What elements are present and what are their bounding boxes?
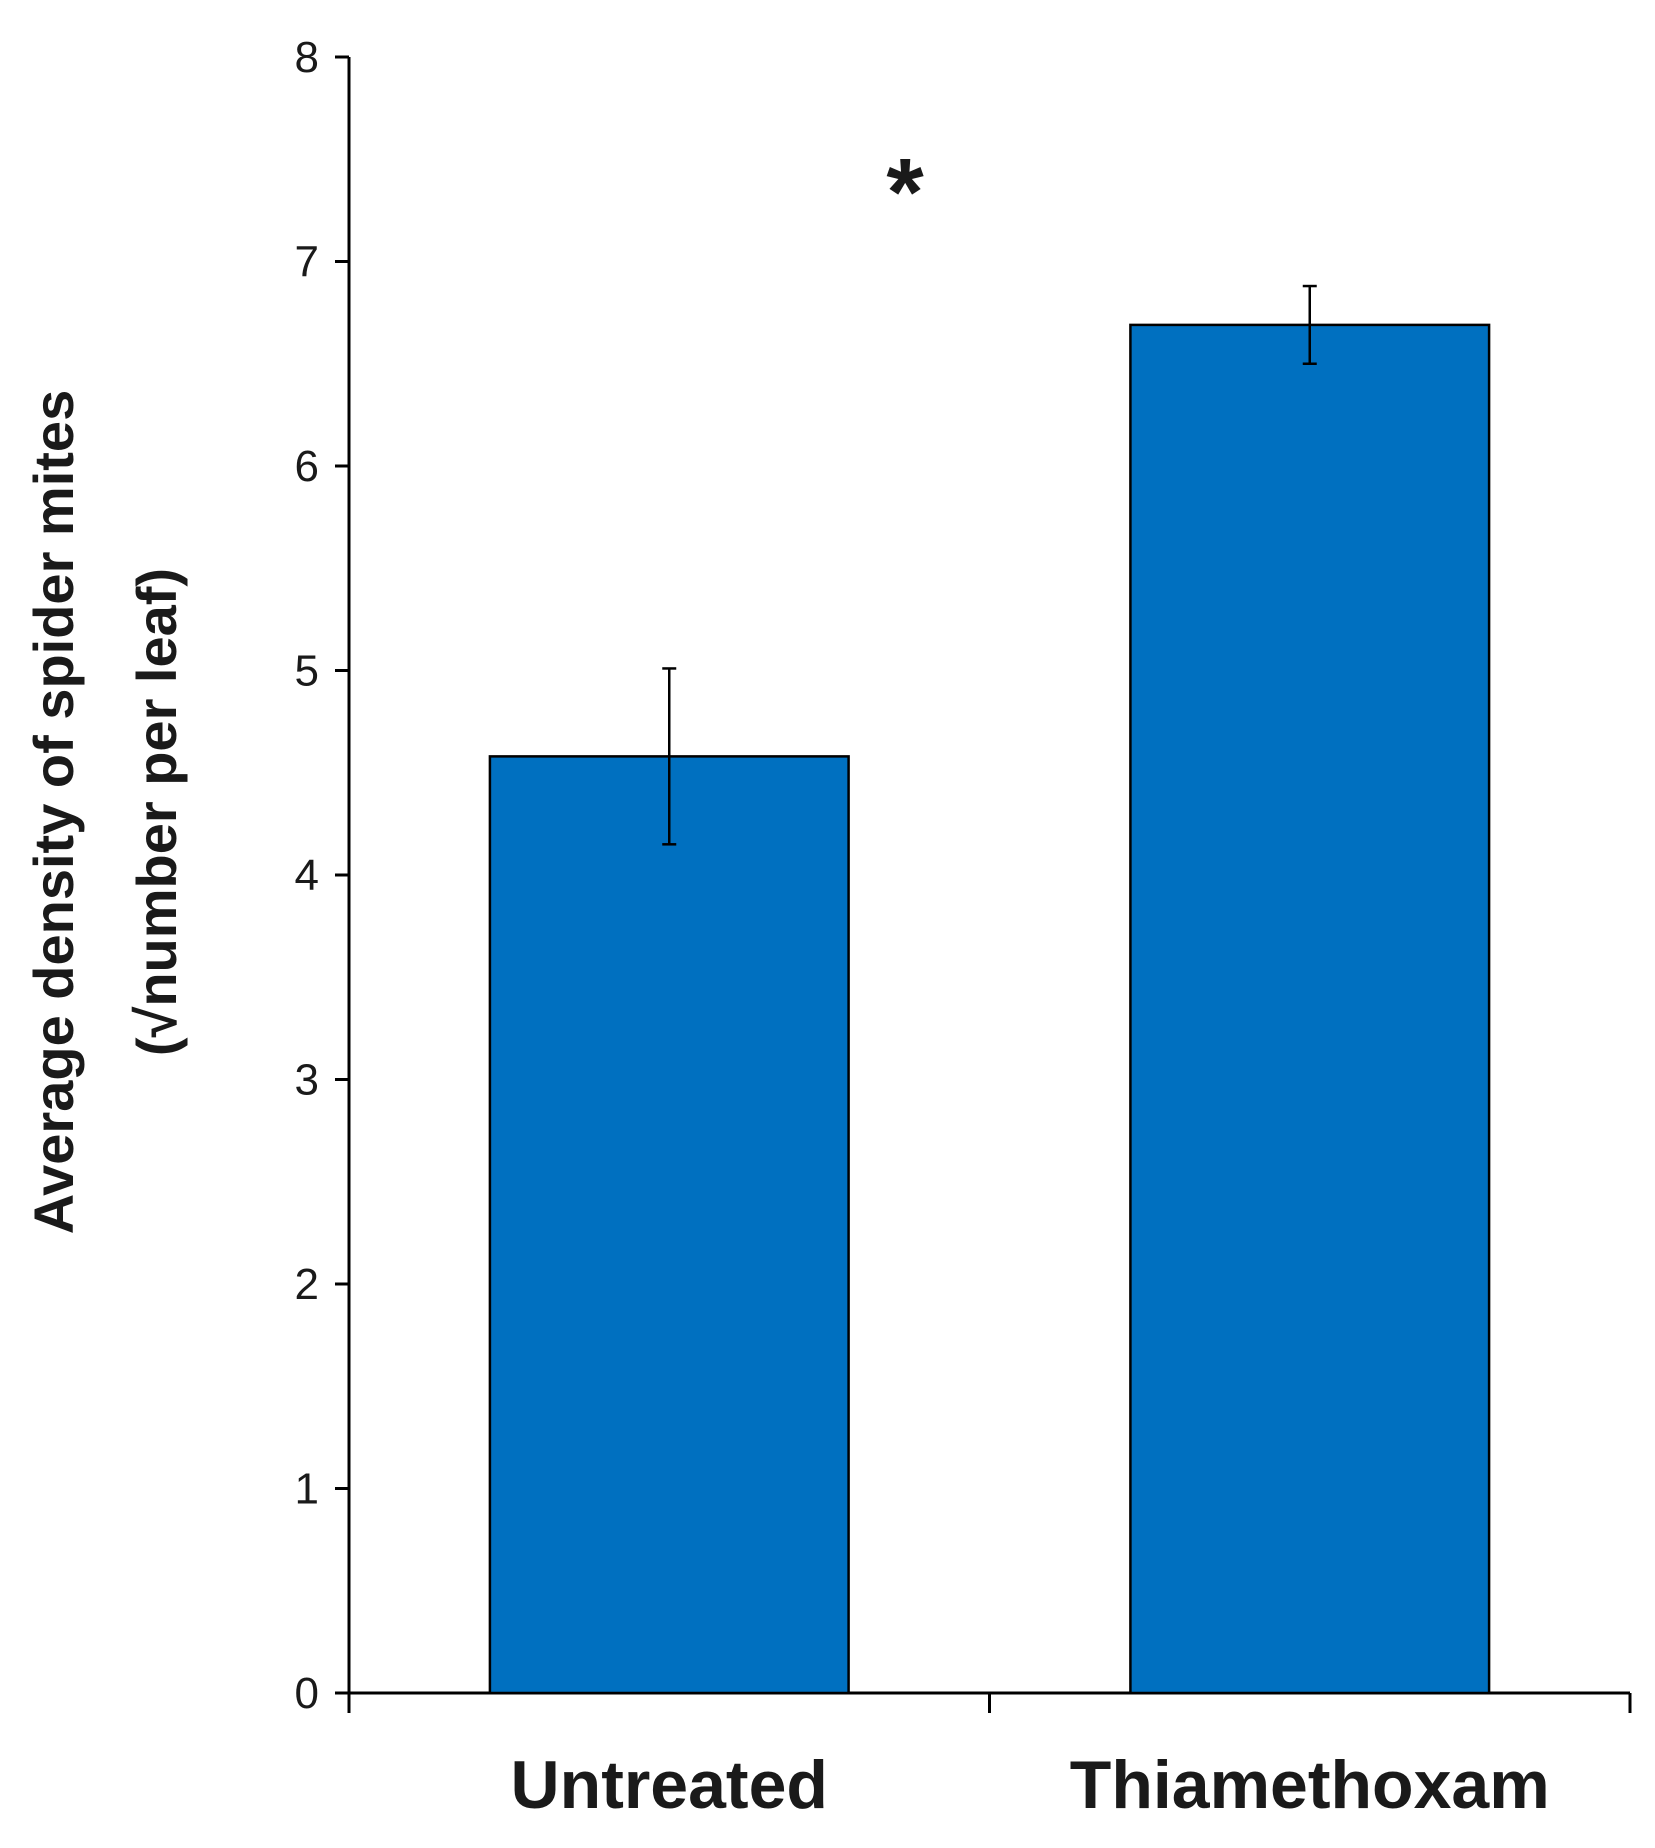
bars [488,284,1491,1695]
y-axis-title: Average density of spider mites (√number… [22,390,188,1234]
y-tick-label: 0 [295,1669,319,1718]
significance-asterisk: * [886,139,924,246]
x-category-label: Untreated [511,1747,828,1823]
y-tick-label: 5 [295,647,319,696]
y-tick-label: 6 [295,442,319,491]
y-tick-label: 2 [295,1260,319,1309]
y-tick-label: 1 [295,1465,319,1514]
y-tick-label: 8 [295,33,319,82]
labels: 0 1 2 3 4 5 6 7 8 Untreated Thiamethoxam [295,33,1550,1823]
y-axis-title-line-1: Average density of spider mites [22,390,85,1234]
y-tick-label: 3 [295,1056,319,1105]
x-category-label: Thiamethoxam [1070,1747,1550,1823]
y-tick-label: 7 [295,238,319,287]
bar-thiamethoxam [1129,323,1491,1695]
y-tick-label: 4 [295,851,319,900]
y-axis-title-line-2: (√number per leaf) [125,568,188,1056]
bar-untreated [488,755,850,1695]
